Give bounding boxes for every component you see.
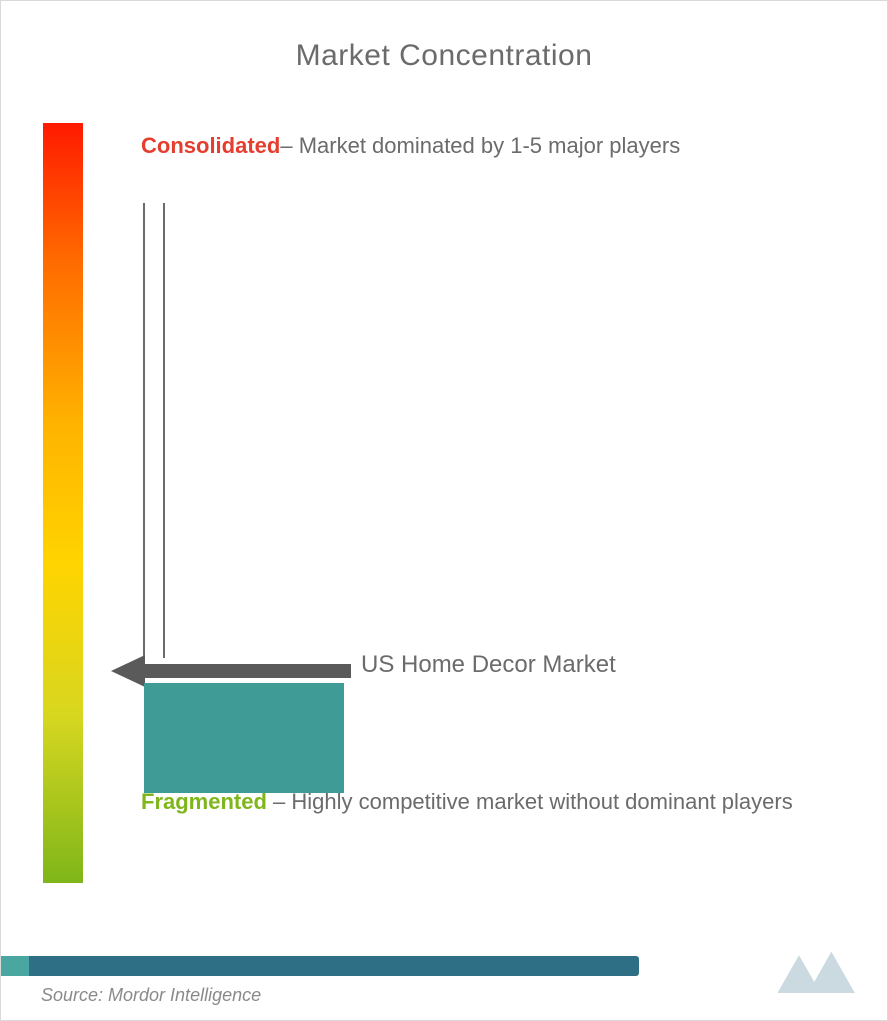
source-text: Source: Mordor Intelligence	[41, 985, 261, 1006]
chart-title: Market Concentration	[1, 1, 887, 73]
fragmented-label: Fragmented – Highly competitive market w…	[141, 773, 847, 830]
footer-bars	[1, 956, 639, 976]
marker-label: US Home Decor Market	[361, 651, 616, 679]
consolidated-rest: – Market dominated by 1-5 major players	[280, 133, 680, 158]
infographic-card: Market Concentration Consolidated– Marke…	[0, 0, 888, 1021]
fragmented-strong: Fragmented	[141, 789, 267, 814]
concentration-gradient-bar	[43, 123, 83, 883]
label-connector-lines	[134, 203, 184, 673]
footer-bar-accent	[1, 956, 29, 976]
brand-logo-icon	[771, 948, 863, 1002]
footer-bar-main	[29, 956, 639, 976]
consolidated-strong: Consolidated	[141, 133, 280, 158]
consolidated-label: Consolidated– Market dominated by 1-5 ma…	[141, 117, 847, 174]
chart-body: Consolidated– Market dominated by 1-5 ma…	[1, 93, 887, 913]
fragmented-rest: – Highly competitive market without domi…	[267, 789, 793, 814]
